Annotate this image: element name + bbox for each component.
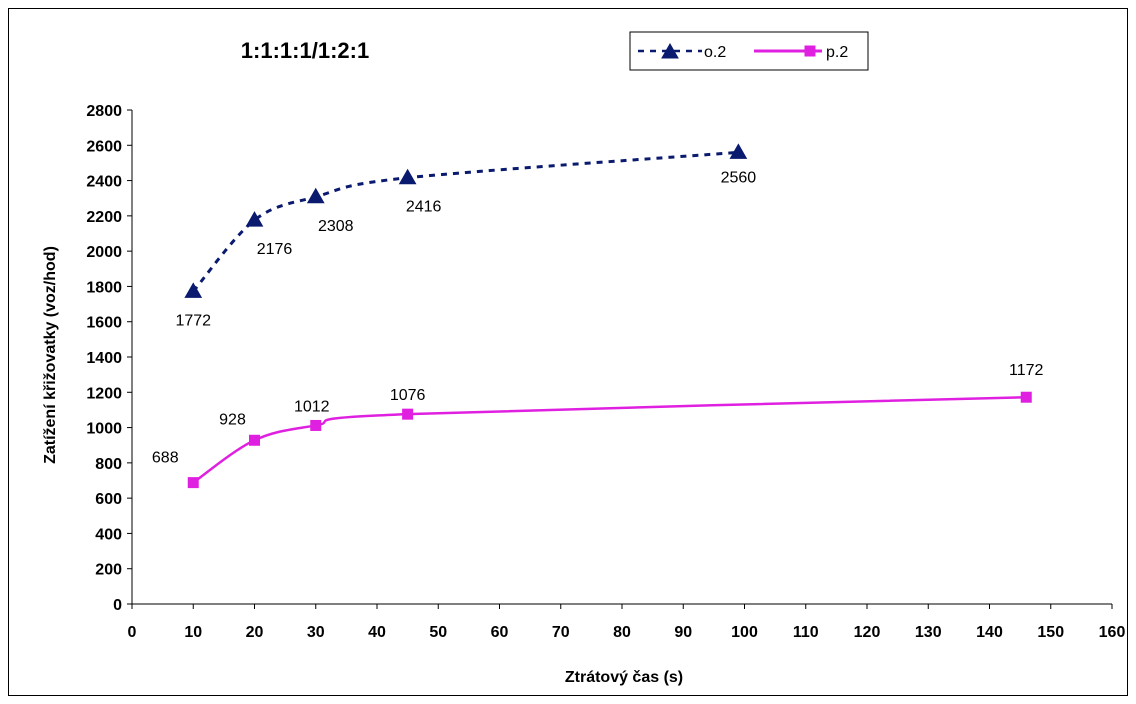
x-tick-label: 60 — [491, 624, 509, 641]
series-o.2: 1772 2176 2308 2416 2560 — [175, 143, 757, 329]
data-label: 1076 — [390, 387, 426, 404]
y-tick-label: 1600 — [86, 315, 122, 332]
legend-label-o2: o.2 — [704, 44, 726, 61]
legend-square-marker — [804, 45, 816, 57]
y-tick-labels: 0 200 400 600 800 1000 1200 1400 1600 1800 2000 220… — [86, 103, 122, 614]
triangle-marker — [245, 211, 264, 227]
series-p.2: 688 928 1012 1076 1172 — [152, 362, 1044, 489]
triangle-marker — [184, 282, 203, 298]
triangle-marker — [729, 143, 748, 159]
data-label: 1012 — [294, 398, 330, 415]
y-axis-label: Zatížení křižovatky (voz/hod) — [42, 246, 59, 464]
data-label: 2176 — [257, 241, 293, 258]
data-label: 1172 — [1009, 362, 1044, 379]
legend: o.2 p.2 — [629, 31, 869, 71]
x-tick-label: 110 — [793, 624, 819, 641]
x-tick-label: 20 — [246, 624, 264, 641]
x-tick-label: 120 — [854, 624, 881, 641]
data-label: 2308 — [318, 218, 354, 235]
y-tick-label: 2400 — [86, 174, 122, 191]
y-tick-label: 200 — [95, 562, 122, 579]
x-axis-label: Ztrátový čas (s) — [565, 669, 683, 686]
x-tick-label: 0 — [128, 624, 137, 641]
y-tick-label: 1400 — [86, 350, 122, 367]
legend-label-p2: p.2 — [826, 44, 848, 61]
x-tick-label: 160 — [1099, 624, 1126, 641]
axes — [127, 109, 1113, 609]
square-marker — [1020, 391, 1032, 403]
series-line — [192, 150, 739, 293]
y-tick-label: 1200 — [86, 385, 122, 402]
y-tick-label: 2600 — [86, 138, 122, 155]
x-tick-label: 70 — [552, 624, 570, 641]
square-marker — [402, 408, 414, 420]
y-tick-label: 1000 — [86, 421, 122, 438]
x-tick-label: 100 — [731, 624, 758, 641]
chart-border — [8, 8, 1128, 696]
triangle-marker — [398, 168, 417, 185]
series-layer: 1772 2176 2308 2416 2560 688 928 1012 1076 1172 — [152, 143, 1044, 489]
x-tick-label: 130 — [915, 624, 942, 641]
x-tick-label: 50 — [429, 624, 447, 641]
x-tick-labels: 0 10 20 30 40 50 60 70 80 90 100 110 120 130 140 150 160 — [128, 624, 1126, 641]
x-tick-label: 40 — [368, 624, 386, 641]
data-label: 2416 — [406, 199, 442, 216]
y-tick-label: 2800 — [86, 103, 122, 120]
square-marker — [249, 434, 260, 446]
y-tick-label: 600 — [95, 491, 122, 508]
legend-triangle-marker — [661, 42, 679, 59]
x-tick-label: 30 — [307, 624, 325, 641]
x-tick-label: 150 — [1037, 624, 1064, 641]
x-tick-label: 80 — [613, 624, 631, 641]
y-tick-label: 1800 — [86, 279, 122, 296]
data-label: 688 — [152, 450, 179, 467]
y-tick-label: 800 — [95, 456, 122, 473]
square-marker — [310, 419, 322, 431]
y-tick-label: 400 — [95, 526, 122, 543]
data-label: 928 — [219, 411, 246, 428]
chart-title: 1:1:1:1/1:2:1 — [241, 38, 369, 63]
triangle-marker — [306, 187, 325, 204]
x-tick-label: 90 — [674, 624, 692, 641]
y-tick-label: 0 — [113, 597, 122, 614]
y-tick-label: 2000 — [86, 244, 122, 261]
data-label: 1772 — [175, 312, 211, 329]
x-tick-label: 10 — [184, 624, 202, 641]
x-tick-label: 140 — [976, 624, 1003, 641]
y-tick-label: 2200 — [86, 209, 122, 226]
data-label: 2560 — [721, 169, 757, 186]
square-marker — [187, 477, 199, 489]
